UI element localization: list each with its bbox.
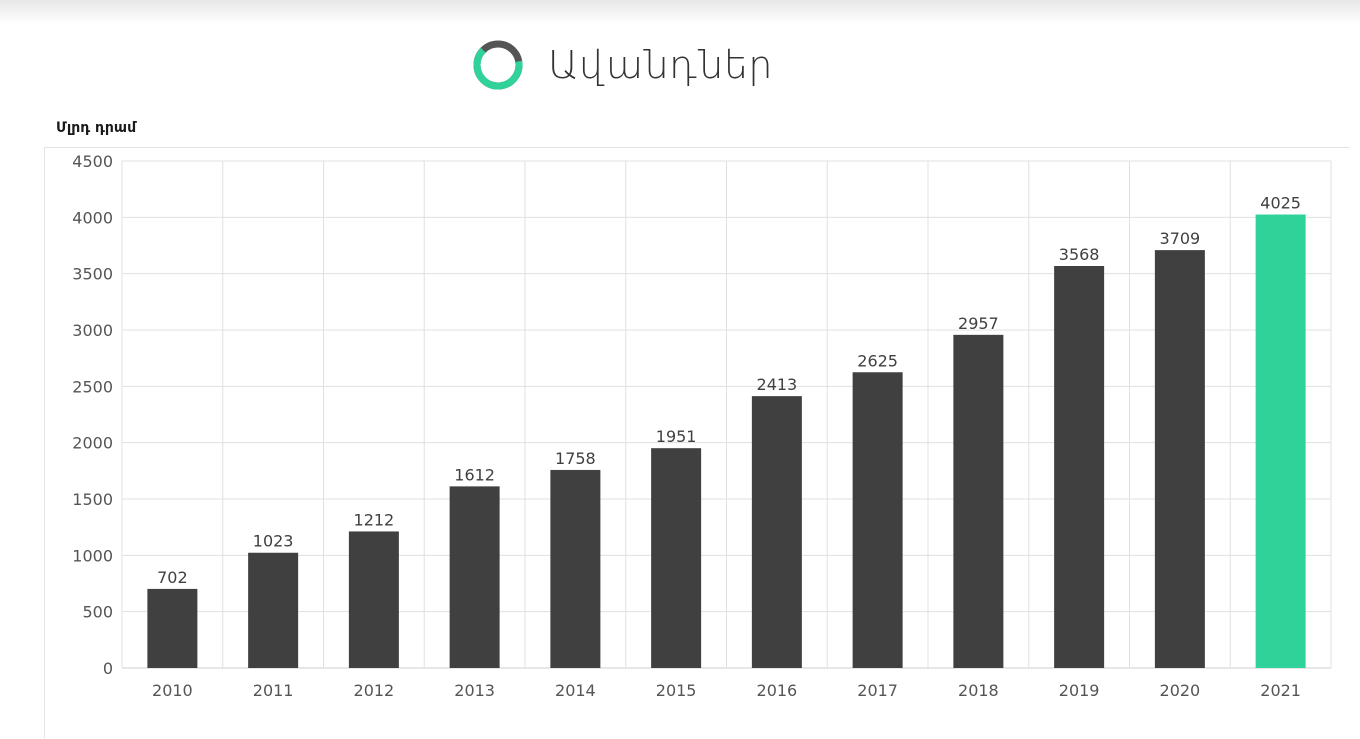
data-label: 702 — [157, 568, 188, 587]
bar — [449, 486, 500, 668]
data-label: 1758 — [555, 449, 596, 468]
bar-chart: 0 500 1000 1500 2000 2500 3000 3500 4000 4500 702 2… — [72, 152, 1332, 700]
data-label: 4025 — [1260, 194, 1301, 213]
y-tick-label: 3000 — [72, 321, 113, 340]
data-label: 2413 — [757, 375, 798, 394]
y-tick-label: 2000 — [72, 434, 113, 453]
bar — [1255, 214, 1306, 668]
x-tick-label: 2013 — [454, 681, 495, 700]
bar — [550, 469, 601, 668]
y-tick-label: 1000 — [72, 546, 113, 565]
y-tick-label: 4500 — [72, 152, 113, 171]
y-tick-label: 1500 — [72, 490, 113, 509]
y-tick-label: 4000 — [72, 208, 113, 227]
x-tick-label: 2020 — [1160, 681, 1201, 700]
x-tick-label: 2011 — [253, 681, 294, 700]
x-tick-label: 2015 — [656, 681, 697, 700]
y-tick-label: 3500 — [72, 265, 113, 284]
bar — [1154, 250, 1205, 668]
bar — [147, 588, 198, 668]
data-label: 2957 — [958, 314, 999, 333]
bar — [348, 531, 399, 668]
x-tick-label: 2012 — [354, 681, 395, 700]
x-tick-label: 2018 — [958, 681, 999, 700]
y-tick-label: 500 — [82, 603, 113, 622]
page-header: Ավանդներ — [470, 36, 773, 94]
data-label: 2625 — [857, 351, 898, 370]
bar — [248, 552, 299, 668]
bar — [1054, 266, 1105, 668]
data-label: 3709 — [1160, 229, 1201, 248]
bar — [751, 396, 802, 668]
y-axis-unit-label: Մլրդ դրամ — [56, 120, 137, 136]
x-tick-label: 2017 — [857, 681, 898, 700]
ring-progress-icon — [473, 40, 523, 90]
x-tick-label: 2021 — [1260, 681, 1301, 700]
top-shade — [0, 0, 1360, 24]
data-label: 1951 — [656, 427, 697, 446]
data-label: 1212 — [354, 510, 395, 529]
y-tick-label: 2500 — [72, 377, 113, 396]
x-tick-label: 2019 — [1059, 681, 1100, 700]
data-label: 1612 — [454, 465, 495, 484]
bar — [651, 448, 702, 668]
bar — [953, 334, 1004, 668]
data-label: 3568 — [1059, 245, 1100, 264]
chart-frame: 0 500 1000 1500 2000 2500 3000 3500 4000 4500 702 2… — [44, 147, 1350, 738]
y-tick-label: 0 — [103, 659, 113, 678]
x-tick-label: 2016 — [757, 681, 798, 700]
x-tick-label: 2014 — [555, 681, 596, 700]
x-tick-label: 2010 — [152, 681, 193, 700]
page-title: Ավանդներ — [548, 43, 773, 87]
bar — [852, 372, 903, 668]
data-label: 1023 — [253, 532, 294, 551]
